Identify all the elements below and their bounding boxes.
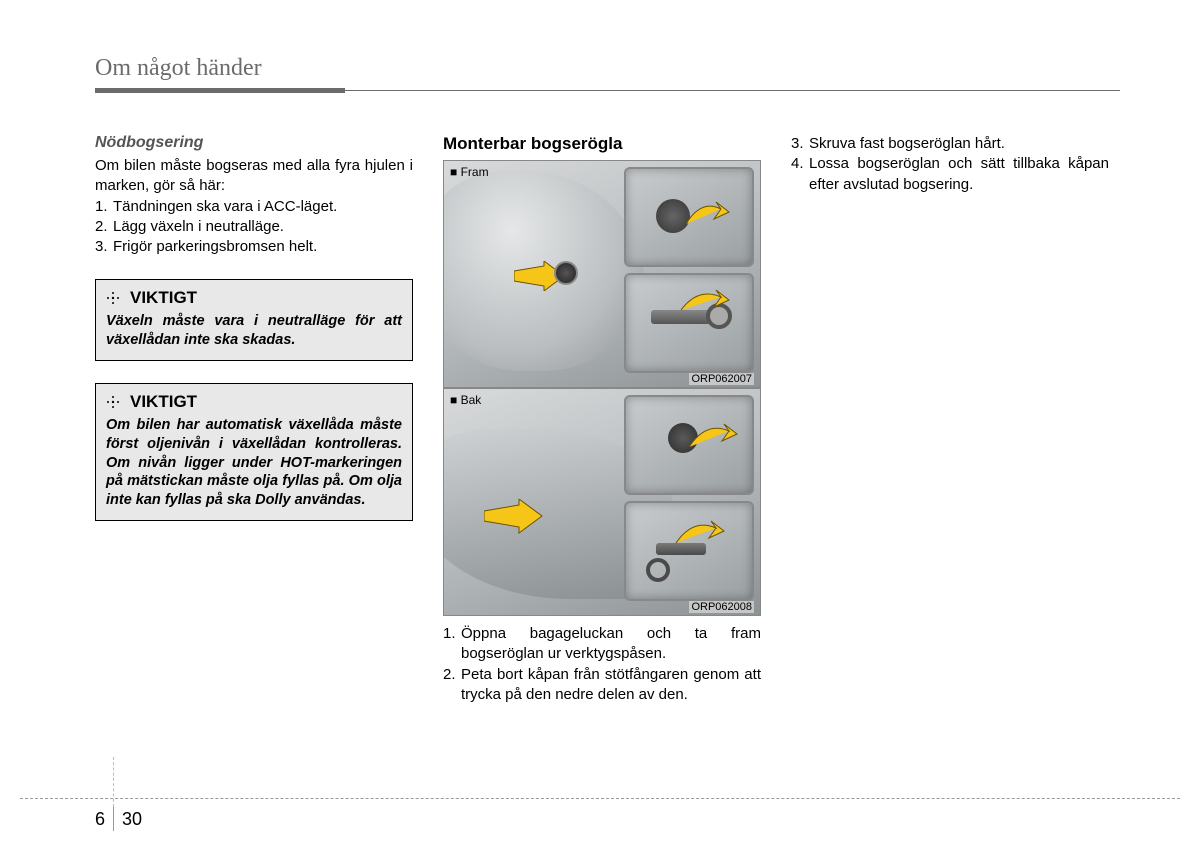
subheading-emergency-towing: Nödbogsering	[95, 134, 413, 152]
page-number: 6 30	[95, 807, 1200, 831]
notice-head: VIKTIGT	[106, 392, 402, 412]
figure-code-back: ORP062008	[689, 601, 754, 613]
footer-rule	[20, 798, 1180, 799]
section-number: 6	[95, 809, 113, 830]
curved-arrow-icon	[684, 417, 739, 457]
page-footer: 6 30	[0, 798, 1200, 831]
intro-text: Om bilen måste bogseras med alla fyra hj…	[95, 156, 413, 197]
content-columns: Nödbogsering Om bilen måste bogseras med…	[95, 134, 1120, 705]
page-divider	[113, 807, 114, 831]
notice-box-2: VIKTIGT Om bilen har automatisk växellåd…	[95, 383, 413, 521]
notice-title: VIKTIGT	[130, 288, 197, 308]
heading-tow-eye: Monterbar bogserögla	[443, 134, 761, 154]
figure-label-front: ■ Fram	[450, 165, 489, 179]
notice-body: Om bilen har automatisk växellåda måste …	[106, 416, 402, 510]
notice-title: VIKTIGT	[130, 392, 197, 412]
column-3: 3.Skruva fast bogseröglan hårt. 4.Lossa …	[791, 134, 1109, 705]
page-header: Om något händer	[95, 55, 1120, 94]
col3-step-4: 4.Lossa bogseröglan och sätt tillbaka kå…	[791, 154, 1109, 195]
curved-arrow-icon	[681, 194, 731, 234]
arrow-icon	[484, 499, 544, 534]
curved-arrow-icon	[671, 515, 726, 553]
notice-box-1: VIKTIGT Växeln måste vara i neutralläge …	[95, 279, 413, 361]
caution-icon	[106, 291, 120, 305]
curved-arrow-icon	[676, 285, 731, 320]
header-rule	[95, 88, 1120, 94]
figure-code-front: ORP062007	[689, 373, 754, 385]
notice-head: VIKTIGT	[106, 288, 402, 308]
col2-step-2: 2.Peta bort kåpan från stötfångaren geno…	[443, 665, 761, 706]
notice-body: Växeln måste vara i neutralläge för att …	[106, 312, 402, 350]
page-index: 30	[114, 809, 142, 830]
figure-label-back: ■ Bak	[450, 393, 481, 407]
column-1: Nödbogsering Om bilen måste bogseras med…	[95, 134, 413, 705]
figure-back: ■ Bak ORP062008	[443, 388, 761, 616]
col3-step-3: 3.Skruva fast bogseröglan hårt.	[791, 134, 1109, 154]
step-3: 3.Frigör parkeringsbromsen helt.	[95, 237, 413, 257]
figure-front: ■ Fram	[443, 160, 761, 388]
page: Om något händer Nödbogsering Om bilen må…	[0, 0, 1200, 705]
caution-icon	[106, 395, 120, 409]
chapter-title: Om något händer	[95, 55, 1120, 82]
step-2: 2.Lägg växeln i neutralläge.	[95, 217, 413, 237]
column-2: Monterbar bogserögla ■ Fram	[443, 134, 761, 705]
col2-step-1: 1.Öppna bagageluckan och ta fram bogserö…	[443, 624, 761, 665]
step-1: 1.Tändningen ska vara i ACC-läget.	[95, 197, 413, 217]
